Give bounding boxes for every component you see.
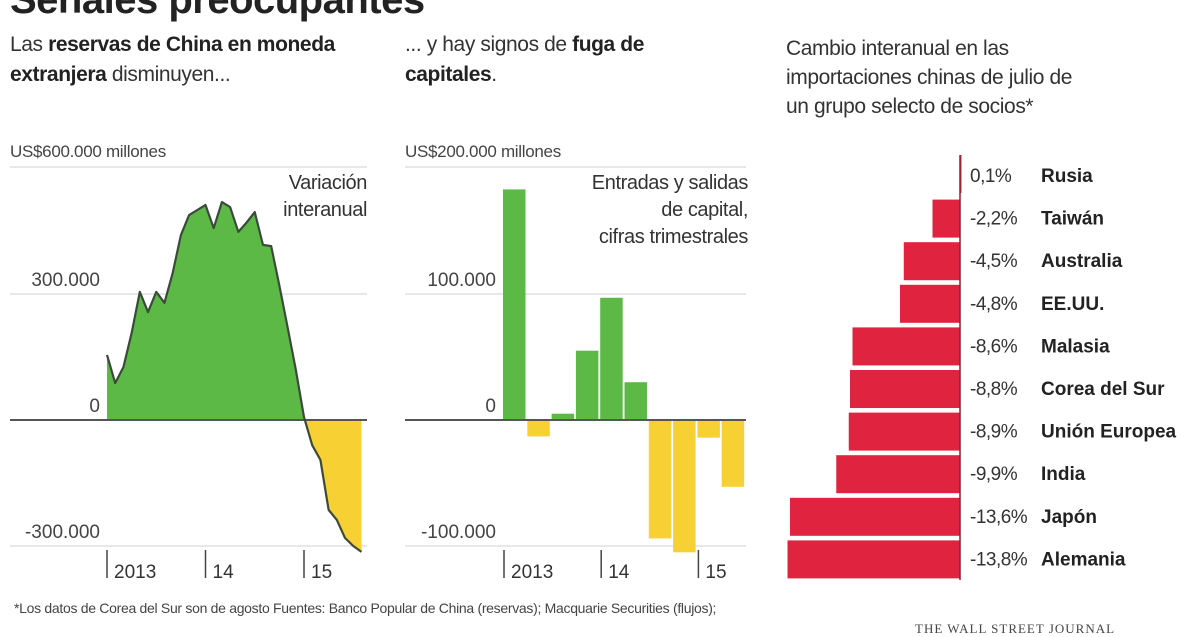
import-value-label: -2,2% — [970, 209, 1018, 230]
import-bar-8 — [790, 497, 960, 536]
y-tick-label: 0 — [485, 396, 496, 417]
note-line: de capital, — [661, 199, 748, 221]
import-bar-1 — [932, 199, 960, 238]
flow-bar-2013-t4 — [575, 350, 599, 420]
import-country-label: India — [1041, 464, 1086, 485]
positive-area — [107, 202, 362, 420]
flow-bar-2013-t1 — [503, 189, 526, 420]
import-country-label: Rusia — [1041, 166, 1093, 187]
panel3-lede: Cambio interanual en las importaciones c… — [786, 34, 1186, 121]
note-line: Variación — [288, 172, 368, 194]
x-tick-label: 2013 — [114, 562, 156, 583]
panel1-lede: Las reservas de China en moneda extranje… — [10, 30, 390, 90]
imports-chart: 0,1% Rusia -2,2% Taiwán -4,5% Australia -4,8% E… — [787, 155, 1177, 580]
note-line: Entradas y salidas — [591, 172, 749, 194]
import-country-label: Taiwán — [1041, 209, 1104, 230]
negative-area — [107, 420, 362, 552]
import-country-label: Corea del Sur — [1041, 379, 1165, 400]
import-bar-3 — [900, 284, 960, 323]
import-bar-2 — [903, 242, 960, 281]
import-value-label: -4,5% — [970, 251, 1018, 272]
footnote-sources: *Los datos de Corea del Sur son de agost… — [14, 600, 717, 616]
y-tick-label: -300.000 — [25, 522, 100, 543]
import-bar-7 — [836, 455, 960, 494]
flow-bar-2014-t3 — [648, 420, 672, 539]
import-country-label: Australia — [1041, 251, 1123, 272]
panel1-unit: US$600.000 millones — [10, 142, 166, 161]
reserves-line — [105, 200, 363, 553]
import-country-label: Japón — [1041, 507, 1097, 528]
import-value-label: -13,8% — [970, 549, 1028, 570]
flow-bar-2014-t2 — [624, 382, 647, 420]
flow-bar-2013-t3 — [551, 413, 575, 420]
panel1-note: Variación interanual — [200, 170, 367, 224]
x-tick-label: 15 — [311, 562, 332, 583]
import-bar-6 — [848, 412, 960, 451]
page-title: Señales preocupantes — [10, 0, 425, 22]
import-value-label: -4,8% — [970, 294, 1018, 315]
x-tick-label: 2013 — [511, 562, 553, 583]
lede-text: disminuyen... — [106, 63, 231, 86]
lede-line: Cambio interanual en las — [786, 37, 1009, 60]
reserves-chart: 300.000 0 -300.000 2013 14 15 — [10, 166, 367, 583]
import-country-label: Alemania — [1041, 549, 1126, 570]
y-tick-label: -100.000 — [421, 522, 496, 543]
import-country-label: Unión Europea — [1041, 422, 1177, 443]
wsj-logo: THE WALL STREET JOURNAL — [915, 621, 1116, 636]
lede-line: importaciones chinas de julio de — [786, 66, 1073, 89]
lede-bold: fuga de capitales — [405, 33, 644, 86]
flow-bar-2014-t1 — [600, 297, 623, 420]
lede-text: . — [491, 63, 497, 86]
capital-flows-chart: 100.000 0 -100.000 2013 14 15 — [405, 166, 746, 583]
import-bar-9 — [787, 540, 960, 579]
panel2-unit: US$200.000 millones — [405, 142, 561, 161]
import-bar-4 — [852, 327, 960, 366]
panel2-note: Entradas y salidas de capital, cifras tr… — [500, 170, 749, 251]
import-value-label: -8,6% — [970, 336, 1018, 357]
lede-bold: reservas de China en moneda extranjera — [10, 33, 335, 86]
import-country-label: EE.UU. — [1041, 294, 1104, 315]
note-line: interanual — [283, 199, 367, 221]
panel2-lede: ... y hay signos de fuga de capitales. — [405, 30, 665, 90]
flow-bar-2015-t2 — [721, 420, 745, 487]
x-tick-label: 14 — [608, 562, 630, 583]
flow-bar-2013-t2 — [527, 420, 550, 437]
import-value-label: 0,1% — [970, 166, 1012, 187]
import-value-label: -8,9% — [970, 422, 1018, 443]
import-value-label: -9,9% — [970, 464, 1018, 485]
note-line: cifras trimestrales — [598, 226, 748, 248]
x-tick-label: 14 — [213, 562, 235, 583]
lede-line: un grupo selecto de socios* — [786, 95, 1034, 118]
import-country-label: Malasia — [1041, 336, 1110, 357]
lede-text: ... y hay signos de — [405, 33, 573, 56]
flow-bar-2015-t1 — [697, 420, 720, 438]
import-value-label: -13,6% — [970, 507, 1028, 528]
import-value-label: -8,8% — [970, 379, 1018, 400]
x-tick-label: 15 — [705, 562, 726, 583]
y-tick-label: 100.000 — [427, 270, 496, 291]
import-bar-5 — [850, 370, 960, 408]
y-tick-label: 300.000 — [31, 270, 100, 291]
flow-bar-2014-t4 — [673, 420, 696, 553]
lede-text: Las — [10, 33, 49, 56]
y-tick-label: 0 — [89, 396, 100, 417]
